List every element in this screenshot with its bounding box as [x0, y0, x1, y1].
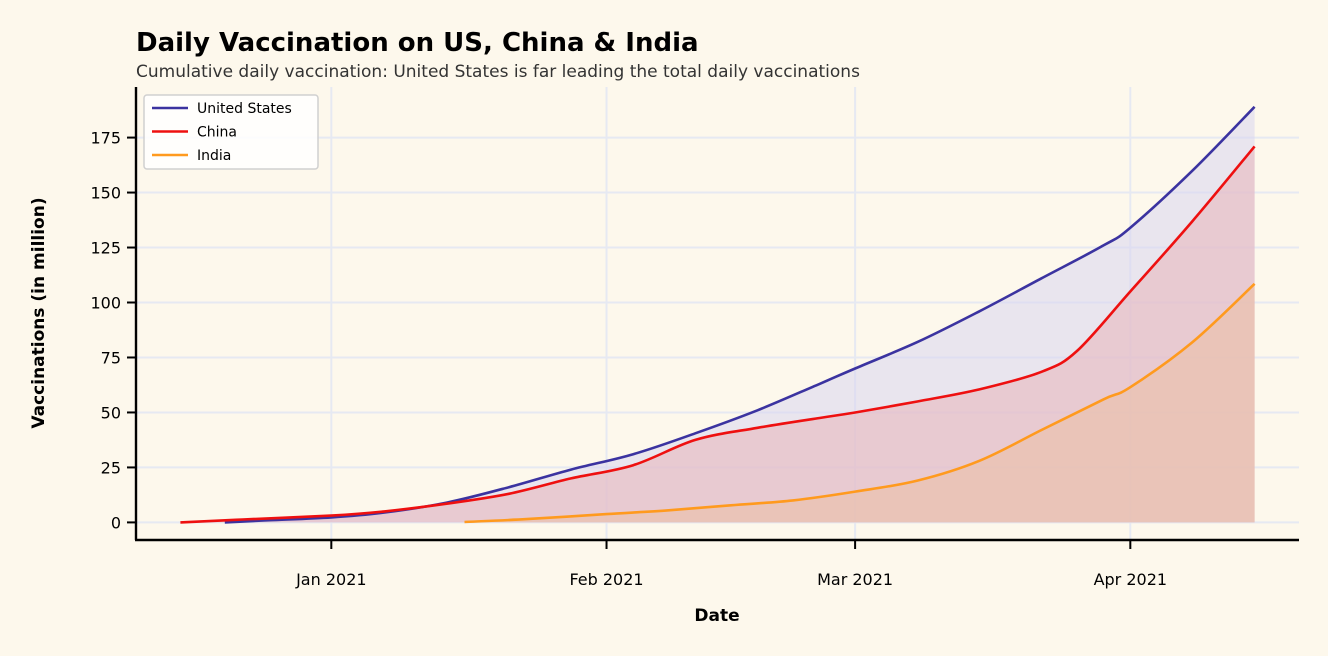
grid — [136, 87, 1299, 540]
legend-label-india: India — [197, 148, 231, 164]
y-tick-label: 150 — [90, 184, 121, 203]
y-tick-label: 50 — [101, 403, 121, 422]
legend-box — [143, 94, 319, 170]
y-tick-label: 100 — [90, 294, 121, 313]
x-tick-label: Apr 2021 — [1094, 570, 1167, 589]
x-tick-label: Feb 2021 — [569, 570, 643, 589]
legend-label-china: China — [197, 125, 237, 141]
x-tick-label: Mar 2021 — [817, 570, 893, 589]
line-india — [464, 282, 1256, 524]
legend: United States China India — [143, 94, 319, 170]
line-china — [180, 145, 1256, 524]
area-china — [180, 146, 1255, 523]
x-tick-label: Jan 2021 — [295, 570, 366, 589]
y-tick-label: 175 — [90, 129, 121, 148]
y-tick-label: 0 — [111, 513, 121, 532]
ticks: 0 25 50 75 100 125 150 175 Jan 2021 Feb 2021 Mar 2… — [90, 129, 1167, 589]
legend-label-united-states: United States — [197, 101, 292, 117]
area-india — [464, 283, 1255, 523]
y-tick-label: 125 — [90, 239, 121, 258]
y-axis-label: Vaccinations (in million) — [29, 197, 49, 428]
y-tick-label: 75 — [101, 348, 121, 367]
chart-subtitle: Cumulative daily vaccination: United Sta… — [136, 62, 860, 82]
x-axis-label: Date — [694, 606, 739, 626]
axes — [134, 87, 1299, 542]
area-fills — [180, 106, 1255, 523]
series-lines — [180, 105, 1256, 524]
y-tick-label: 25 — [101, 458, 121, 477]
chart-title: Daily Vaccination on US, China & India — [136, 28, 699, 58]
